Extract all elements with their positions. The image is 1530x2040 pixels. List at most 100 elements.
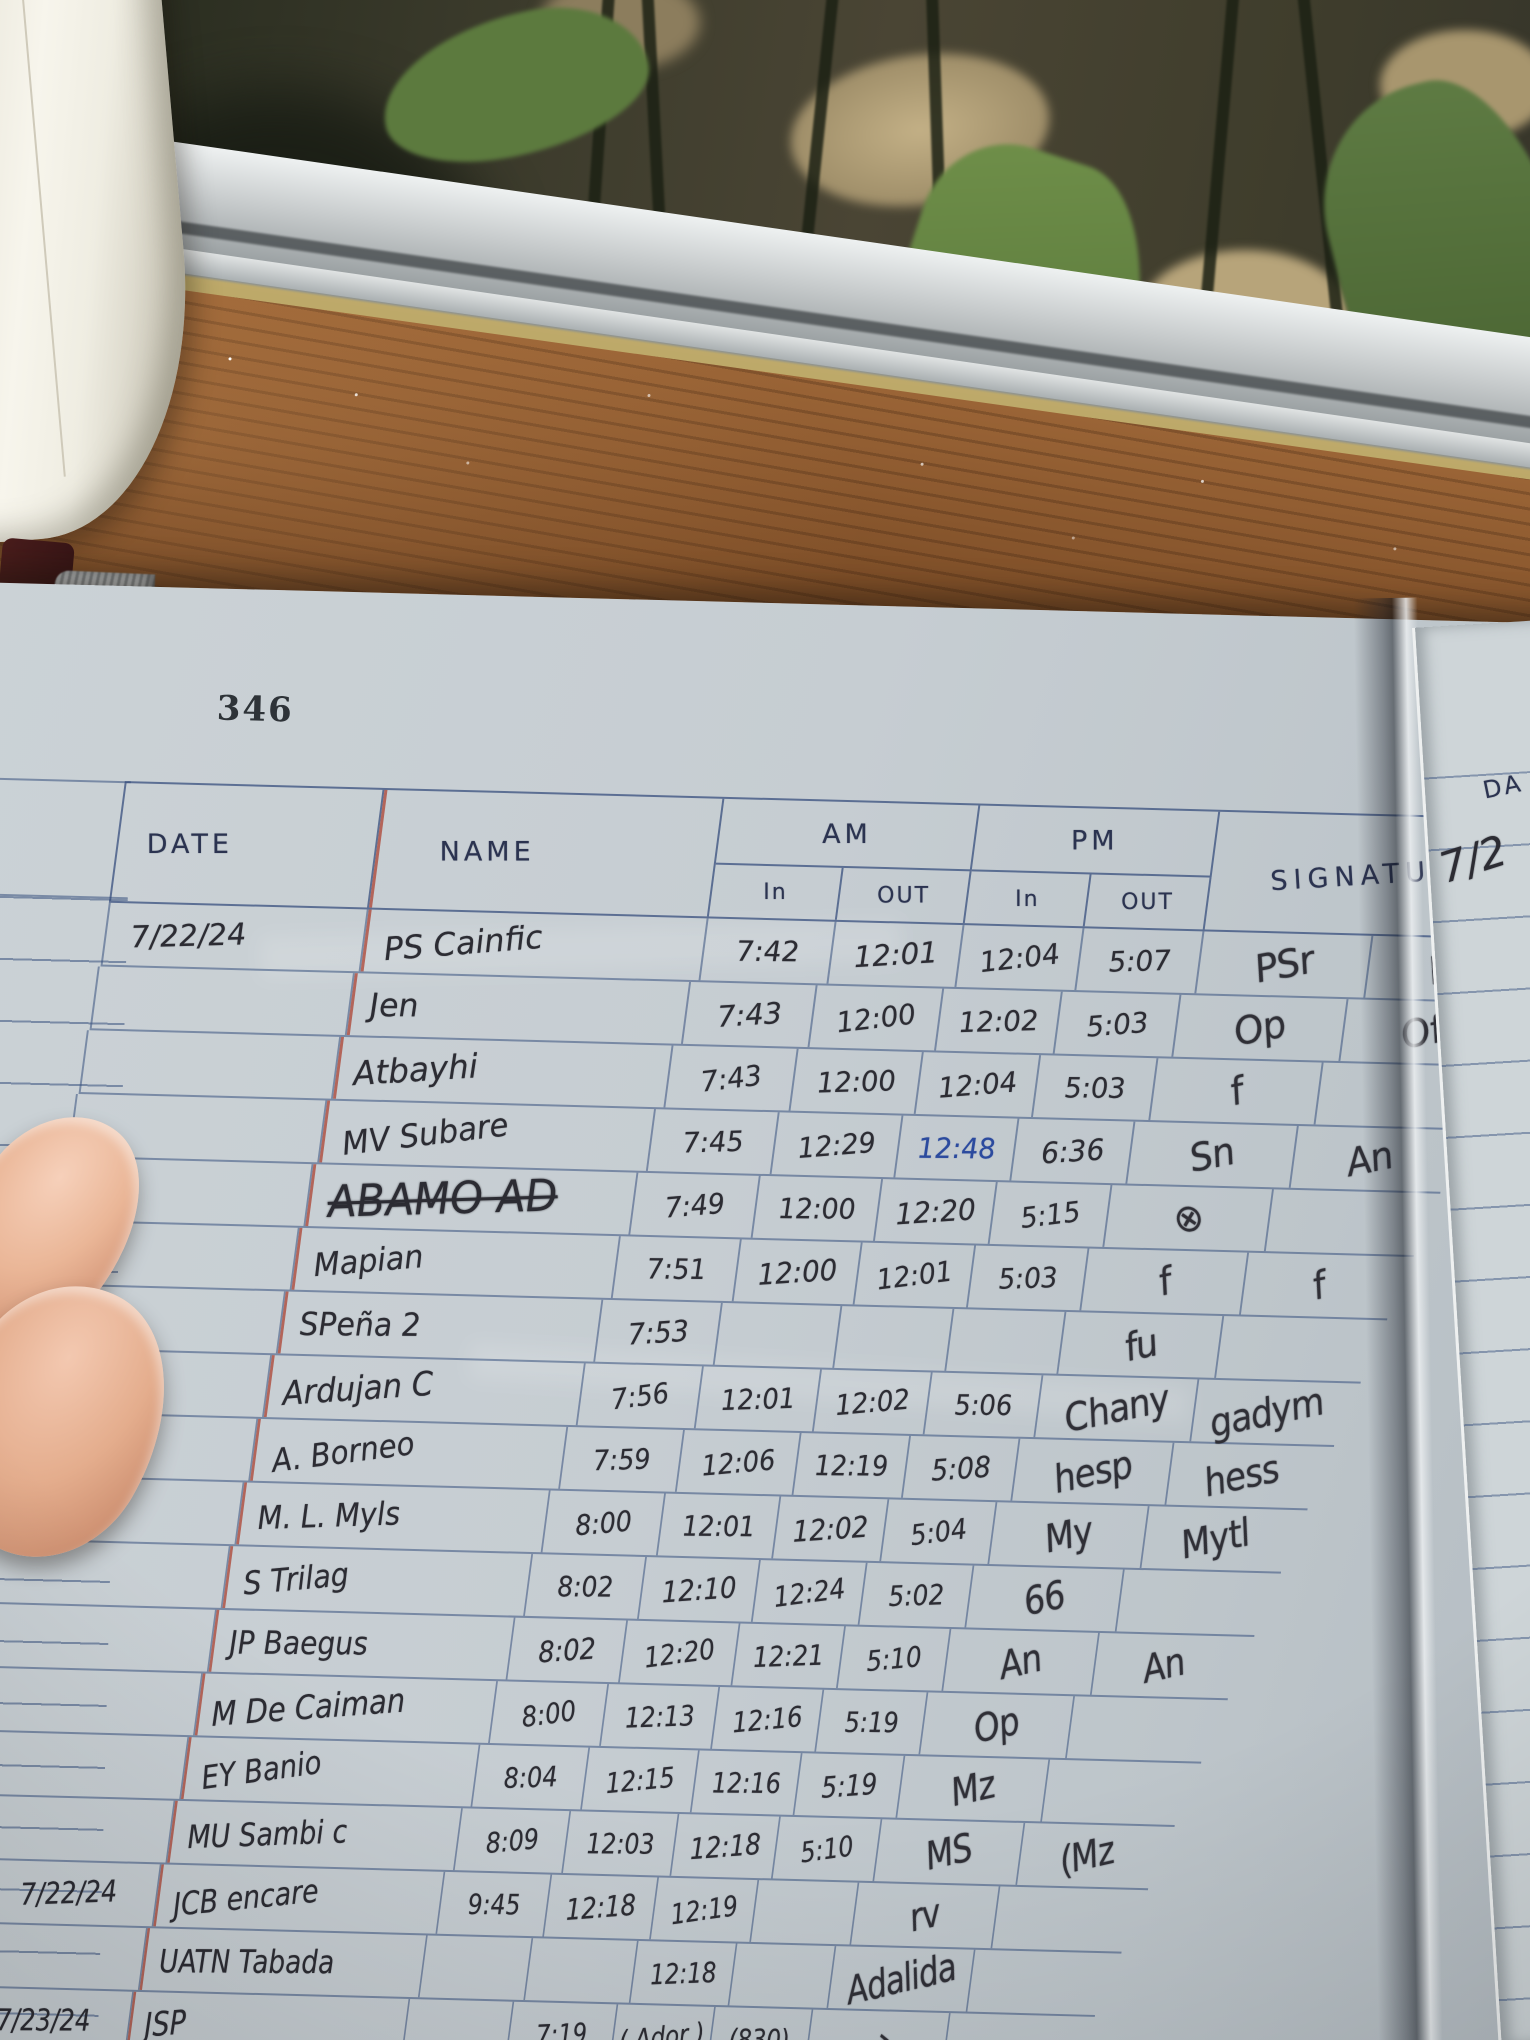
am-in-cell: 8:04 [472, 1744, 591, 1810]
pm-in-cell: 12:01 [854, 1242, 977, 1308]
date-cell-text: 7/22/24 [20, 1873, 118, 1913]
am-out-cell: 12:10 [638, 1557, 761, 1622]
pm-out-cell: 5:03 [967, 1245, 1090, 1311]
am-in-cell-text: 9:45 [467, 1887, 521, 1921]
name-cell: M. L. Myls [236, 1482, 551, 1553]
am-out-cell: 12:01 [828, 921, 965, 987]
signature-cell: f [1150, 1058, 1324, 1125]
name-cell: JP Baegus [208, 1609, 516, 1680]
pm-in-cell-text: 12:19 [669, 1888, 740, 1931]
pm-out-cell-text: 5:19 [843, 1705, 899, 1739]
name-cell-text: MU Sambi c [186, 1812, 348, 1857]
pm-in-cell-text: 12:04 [936, 1064, 1018, 1105]
signature-text: → [861, 2018, 893, 2040]
name-cell: ABAMO AD [305, 1164, 639, 1235]
signature-cell [1117, 1570, 1263, 1635]
signature-cell: ⊗ [1104, 1185, 1274, 1252]
am-in-cell: 7:51 [612, 1236, 742, 1302]
signature-cell: rv [851, 1882, 1001, 1949]
col-header-date: DATE [109, 783, 385, 908]
pm-out-cell: 5:04 [881, 1499, 998, 1565]
signature-text: Mytl [1177, 1510, 1254, 1568]
signature-cell [1216, 1316, 1369, 1382]
signature-cell: Adalida [828, 1944, 976, 2014]
am-out-cell: 12:00 [733, 1239, 863, 1305]
pm-out-cell-text: 5:02 [887, 1577, 945, 1613]
signature-text: f [1153, 1258, 1175, 1305]
signature-cell: fu [1058, 1311, 1225, 1378]
am-in-cell: 7:53 [595, 1299, 723, 1365]
date-cell [0, 1795, 176, 1863]
name-cell: MU Sambi c [167, 1800, 463, 1871]
signature-text: PSr [1249, 937, 1319, 992]
am-out-cell-text: 7:19 [535, 2016, 588, 2040]
name-cell-text: Atbayhi [352, 1046, 479, 1094]
pm-in-cell-text: 12:16 [711, 1766, 782, 1800]
pm-in-cell: 12:24 [752, 1560, 868, 1625]
pm-out-cell-text: 5:08 [930, 1449, 992, 1488]
col-header-pm-in: In [964, 871, 1092, 927]
date-cell-text: 7/22/24 [129, 916, 248, 955]
am-out-cell: 12:06 [676, 1430, 802, 1495]
am-in-cell-text: 8:00 [574, 1503, 633, 1542]
page-number: 346 [216, 688, 295, 731]
signature-text: f [1307, 1262, 1329, 1309]
pm-in-cell-text: 12:20 [894, 1191, 977, 1232]
signature-cell: Mz [897, 1755, 1051, 1822]
pm-out-cell [750, 1880, 860, 1945]
am-out-cell-text: 12:03 [585, 1826, 655, 1861]
name-cell-text: M De Caiman [211, 1680, 406, 1735]
signature-text: f [1224, 1068, 1248, 1115]
col-header-name: NAME [369, 789, 725, 917]
signature-text: fu [1119, 1319, 1162, 1370]
pm-in-cell: 12:48 [895, 1115, 1020, 1181]
signature-text: rv [906, 1890, 944, 1941]
signature-text: Adalida [842, 1944, 960, 2014]
name-cell: Ardujan C [263, 1355, 586, 1426]
am-out-cell: 7:19 [506, 2001, 619, 2040]
am-in-cell: 7:43 [682, 982, 818, 1048]
pm-in-cell: 12:04 [956, 925, 1085, 991]
am-out-cell-text: 12:29 [796, 1125, 877, 1165]
pm-in-cell-text: 12:19 [814, 1448, 889, 1483]
col-header-pm: PM [971, 805, 1221, 878]
signature-text: Mz [947, 1762, 999, 1816]
name-cell: SPeña 2 [277, 1291, 604, 1362]
am-out-cell: 12:01 [695, 1366, 822, 1432]
am-in-cell-text: 7:43 [698, 1058, 764, 1099]
date-cell [78, 1030, 342, 1099]
signature-text: hess [1199, 1446, 1283, 1505]
pm-out-cell-text: 5:03 [1084, 1005, 1150, 1044]
am-in-cell-text: 7:51 [646, 1251, 707, 1286]
signature-cell [992, 1886, 1130, 1951]
pm-in-cell-text: 12:18 [649, 1955, 717, 1991]
pm-out-cell-text: 5:10 [865, 1639, 923, 1678]
am-out-cell [525, 1938, 639, 2003]
pm-out-cell-text: 5:06 [953, 1388, 1013, 1422]
pm-out-cell-text: 5:10 [798, 1828, 855, 1869]
am-in-cell-text: 7:56 [609, 1375, 671, 1416]
am-out-cell: 12:29 [771, 1112, 904, 1178]
am-in-cell: 7:43 [665, 1045, 799, 1111]
pm-in-cell-text: 12:01 [874, 1253, 955, 1296]
pm-out-cell-text: 6:36 [1040, 1131, 1105, 1171]
am-in-cell [419, 1935, 534, 2001]
signature-cell: hesp [1012, 1438, 1175, 1505]
name-cell-text: JCB encare [172, 1871, 320, 1924]
pm-out-cell [729, 1943, 837, 2008]
pm-out-cell: 5:03 [1032, 1055, 1159, 1121]
signature-cell [942, 2013, 1076, 2040]
am-in-cell-text: 7:49 [663, 1186, 726, 1225]
am-in-cell-text: 7:43 [716, 995, 783, 1034]
signature-text: hesp [1048, 1441, 1136, 1502]
col-header-am-in: In [708, 864, 844, 920]
pm-in-cell-text: 12:24 [771, 1571, 847, 1614]
name-cell-text: S Trilag [242, 1555, 350, 1603]
am-out-cell-text: 12:06 [700, 1442, 776, 1483]
am-in-cell: 8:09 [454, 1808, 572, 1873]
pm-out-cell: 5:02 [859, 1562, 975, 1628]
date-cell-text: 7/23/24 [0, 2002, 91, 2039]
am-in-cell: 9:45 [437, 1871, 553, 1937]
signature-cell: An [943, 1629, 1100, 1695]
